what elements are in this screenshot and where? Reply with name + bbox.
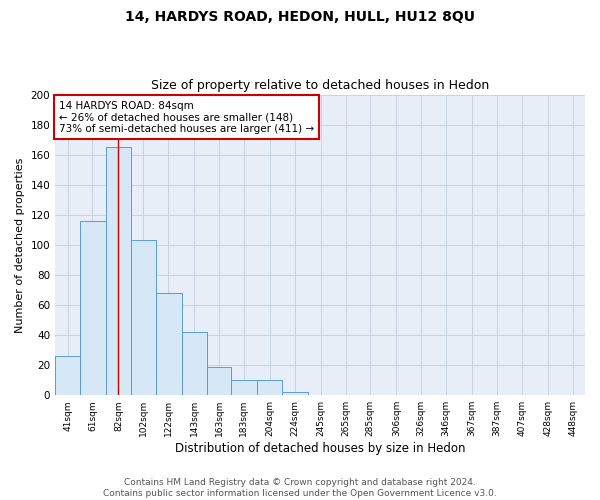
Bar: [282, 392, 308, 395]
Bar: [206, 366, 232, 395]
Bar: [131, 240, 155, 395]
Title: Size of property relative to detached houses in Hedon: Size of property relative to detached ho…: [151, 79, 489, 92]
Bar: [80, 221, 106, 395]
Bar: [106, 147, 131, 395]
Bar: [257, 380, 282, 395]
Text: 14, HARDYS ROAD, HEDON, HULL, HU12 8QU: 14, HARDYS ROAD, HEDON, HULL, HU12 8QU: [125, 10, 475, 24]
Y-axis label: Number of detached properties: Number of detached properties: [15, 157, 25, 332]
Bar: [55, 356, 80, 395]
X-axis label: Distribution of detached houses by size in Hedon: Distribution of detached houses by size …: [175, 442, 466, 455]
Bar: [182, 332, 206, 395]
Bar: [232, 380, 257, 395]
Bar: [155, 293, 182, 395]
Text: 14 HARDYS ROAD: 84sqm
← 26% of detached houses are smaller (148)
73% of semi-det: 14 HARDYS ROAD: 84sqm ← 26% of detached …: [59, 100, 314, 134]
Text: Contains HM Land Registry data © Crown copyright and database right 2024.
Contai: Contains HM Land Registry data © Crown c…: [103, 478, 497, 498]
